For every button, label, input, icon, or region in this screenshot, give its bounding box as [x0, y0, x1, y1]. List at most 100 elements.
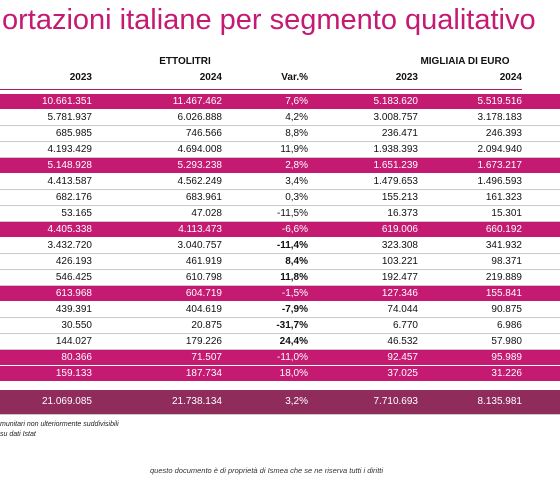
table-cell: 4.113.473 — [178, 224, 222, 235]
table-cell: 3.040.757 — [177, 240, 223, 251]
table-cell: 98.371 — [491, 256, 522, 267]
table-cell: 685.985 — [55, 128, 92, 139]
footnote-2: su dati Istat — [0, 431, 36, 438]
table-cell: 546.425 — [55, 272, 92, 283]
table-cell: 4.413.587 — [47, 176, 93, 187]
table-cell: 30.550 — [61, 320, 92, 331]
table-cell: 8,8% — [285, 128, 308, 139]
table-cell: 24,4% — [279, 336, 308, 347]
table-cell: 144.027 — [55, 336, 92, 347]
table-cell: 4.193.429 — [47, 144, 93, 155]
table-cell: 3,4% — [285, 176, 308, 187]
table-row: 682.176 683.961 0,3% 155.213 161.323 — [0, 190, 560, 206]
table-cell: 92.457 — [387, 352, 418, 363]
table-cell: 3,2% — [285, 396, 308, 407]
table-cell: 6.770 — [392, 320, 418, 331]
table-cell: -6,6% — [281, 224, 308, 235]
table-cell: 610.798 — [185, 272, 222, 283]
table-cell: 179.226 — [185, 336, 222, 347]
table-cell: 90.875 — [491, 304, 522, 315]
page-title: ortazioni italiane per segmento qualitat… — [2, 4, 536, 36]
table-cell: 236.471 — [381, 128, 418, 139]
col-header-volume-2023: 2023 — [0, 72, 92, 90]
table-row: 3.432.720 3.040.757 -11,4% 323.308 341.932 — [0, 238, 560, 254]
table-cell: 439.391 — [55, 304, 92, 315]
table-cell: 1.673.217 — [477, 160, 523, 171]
table-cell: 6.986 — [496, 320, 522, 331]
table-cell: 192.477 — [381, 272, 418, 283]
table-cell: 3.178.183 — [477, 112, 523, 123]
table-row-subtotal: 10.661.351 11.467.462 7,6% 5.183.620 5.519.5… — [0, 94, 560, 110]
footnote-1: munitari non ulteriormente suddivisibili — [0, 421, 119, 428]
table-cell: 6.026.888 — [177, 112, 223, 123]
table-row: 30.550 20.875 -31,7% 6.770 6.986 — [0, 318, 560, 334]
col-header-volume-2024: 2024 — [92, 72, 222, 90]
table-cell: 246.393 — [485, 128, 522, 139]
col-header-volume-var: Var.% — [222, 72, 308, 90]
table-cell: -31,7% — [276, 320, 308, 331]
table-cell: 80.366 — [61, 352, 92, 363]
table-row-total: 21.069.085 21.738.134 3,2% 7.710.693 8.135.9… — [0, 390, 560, 415]
table-cell: 426.193 — [55, 256, 92, 267]
table-cell: 31.226 — [491, 368, 522, 379]
table-cell: 2,8% — [285, 160, 308, 171]
table-cell: 7.710.693 — [373, 396, 419, 407]
table-cell: 5.519.516 — [477, 96, 523, 107]
table-row: 685.985 746.566 8,8% 236.471 246.393 — [0, 126, 560, 142]
table-cell: 1.496.593 — [477, 176, 523, 187]
table-row-subtotal: 159.133 187.734 18,0% 37.025 31.226 — [0, 366, 560, 382]
table-cell: 8,4% — [285, 256, 308, 267]
table-cell: 159.133 — [55, 368, 92, 379]
table-row: 546.425 610.798 11,8% 192.477 219.889 — [0, 270, 560, 286]
table-cell: -11,4% — [276, 240, 308, 251]
table-cell: 404.619 — [185, 304, 222, 315]
table-cell: 461.919 — [185, 256, 222, 267]
data-table: 10.661.351 11.467.462 7,6% 5.183.620 5.519.5… — [0, 94, 560, 415]
table-cell: 10.661.351 — [41, 96, 92, 107]
table-cell: 1.651.239 — [373, 160, 419, 171]
table-cell: 682.176 — [55, 192, 92, 203]
table-cell: 323.308 — [381, 240, 418, 251]
copyright-footer: questo documento è di proprietà di Ismea… — [150, 466, 384, 475]
table-cell: 1.479.653 — [373, 176, 419, 187]
table-cell: 15.301 — [491, 208, 522, 219]
table-cell: 0,3% — [285, 192, 308, 203]
table-cell: 341.932 — [485, 240, 522, 251]
table-cell: 4,2% — [285, 112, 308, 123]
table-cell: 155.213 — [381, 192, 418, 203]
table-cell: 21.069.085 — [41, 396, 92, 407]
table-cell: 57.980 — [491, 336, 522, 347]
table-row-subtotal: 613.968 604.719 -1,5% 127.346 155.841 — [0, 286, 560, 302]
table-cell: 53.165 — [61, 208, 92, 219]
table-row: 4.193.429 4.694.008 11,9% 1.938.393 2.094.94… — [0, 142, 560, 158]
table-cell: 161.323 — [485, 192, 522, 203]
table-row: 426.193 461.919 8,4% 103.221 98.371 — [0, 254, 560, 270]
table-row: 5.781.937 6.026.888 4,2% 3.008.757 3.178.183 — [0, 110, 560, 126]
table-cell: 7,6% — [285, 96, 308, 107]
table-cell: 8.135.981 — [477, 396, 523, 407]
table-cell: 2.094.940 — [477, 144, 523, 155]
table-row: 439.391 404.619 -7,9% 74.044 90.875 — [0, 302, 560, 318]
table-cell: 604.719 — [185, 288, 222, 299]
table-cell: 683.961 — [185, 192, 222, 203]
table-cell: 46.532 — [387, 336, 418, 347]
table-cell: 103.221 — [381, 256, 418, 267]
table-cell: 660.192 — [485, 224, 522, 235]
table-cell: 5.183.620 — [373, 96, 419, 107]
table-cell: -1,5% — [281, 288, 308, 299]
table-cell: 21.738.134 — [171, 396, 222, 407]
table-cell: 11,9% — [280, 144, 308, 155]
table-cell: 187.734 — [185, 368, 222, 379]
table-row-subtotal: 80.366 71.507 -11,0% 92.457 95.989 — [0, 350, 560, 366]
table-cell: 3.432.720 — [47, 240, 93, 251]
table-cell: 5.293.238 — [177, 160, 223, 171]
table-cell: 1.938.393 — [373, 144, 419, 155]
table-row-subtotal: 4.405.338 4.113.473 -6,6% 619.006 660.192 — [0, 222, 560, 238]
table-row: 4.413.587 4.562.249 3,4% 1.479.653 1.496.593 — [0, 174, 560, 190]
table-cell: 127.346 — [381, 288, 418, 299]
footnotes: munitari non ulteriormente suddivisibili… — [0, 420, 119, 440]
table-cell: 5.781.937 — [47, 112, 93, 123]
table-cell: 746.566 — [185, 128, 222, 139]
group-header-value: MIGLIAIA DI EURO — [420, 56, 510, 67]
table-cell: 20.875 — [191, 320, 222, 331]
